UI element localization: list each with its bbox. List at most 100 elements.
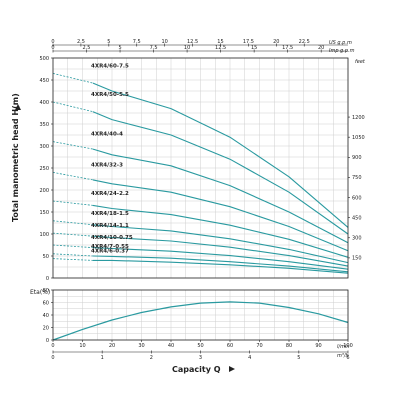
lmin-tick-label: 50	[197, 343, 203, 349]
efficiency-plot-frame	[52, 289, 349, 341]
head-y-tick-label: 500	[39, 56, 49, 62]
shutoff-dashed-line	[52, 232, 94, 237]
m3h-tick-label: 1	[101, 355, 104, 361]
curve-label: 4XR4/60-7.5	[91, 63, 129, 69]
imp-gpm-tick-label: 20	[318, 45, 324, 51]
imp-gpm-tick-label: 15	[251, 45, 257, 51]
lmin-tick-label: 100	[343, 343, 353, 349]
shutoff-dashed-line	[52, 200, 94, 206]
curve-label: 4XR4/6-0.37	[91, 249, 129, 255]
head-y-tick-label: 50	[43, 254, 49, 260]
curve-layer	[52, 73, 349, 341]
eta-axis-title: Eta(%)	[30, 289, 50, 296]
curve-label: 4XR4/40-4	[91, 132, 123, 138]
imp-gpm-unit: Imp g.p.m	[329, 48, 355, 54]
curve-label: 4XR4/18-1.5	[91, 211, 129, 217]
eff-y-tick-label: 20	[43, 325, 49, 331]
imp-gpm-tick-label: 7.5	[150, 45, 158, 51]
shutoff-dashed-line	[52, 73, 94, 84]
curve-label: 4XR4/14-1.1	[91, 223, 129, 229]
m3h-tick-label: 2	[150, 355, 153, 361]
head-y-tick-label: 450	[39, 78, 49, 84]
us-gpm-tick-label: 0	[51, 39, 54, 45]
feet-tick-label: 1050	[352, 135, 365, 141]
feet-tick-label: 900	[352, 155, 362, 161]
m3h-tick-label: 6	[346, 355, 349, 361]
lmin-tick-label: 30	[138, 343, 144, 349]
lmin-tick-label: 10	[79, 343, 85, 349]
curve-label: 4XR4/24-2.2	[91, 191, 129, 197]
eff-y-tick-label: 0	[46, 338, 49, 344]
head-axis-arrow	[15, 104, 21, 110]
m3h-tick-label: 0	[51, 355, 54, 361]
m3h-tick-label: 3	[199, 355, 202, 361]
us-gpm-tick-label: 22.5	[299, 39, 310, 45]
lmin-tick-label: 0	[51, 343, 54, 349]
head-y-tick-label: 150	[39, 210, 49, 216]
feet-tick-label: 450	[352, 215, 362, 221]
capacity-axis-arrow	[229, 366, 235, 372]
shutoff-dashed-line	[52, 141, 94, 150]
feet-unit: feet	[355, 59, 366, 65]
head-curve	[92, 235, 349, 267]
head-plot-frame	[52, 57, 349, 279]
shutoff-dashed-line	[52, 244, 94, 249]
efficiency-curve	[52, 301, 349, 341]
lmin-tick-label: 80	[286, 343, 292, 349]
eff-y-tick-label: 40	[43, 313, 49, 319]
head-y-tick-label: 400	[39, 100, 49, 106]
shutoff-dashed-line	[52, 253, 94, 257]
us-gpm-unit: US g.p.m	[329, 40, 352, 46]
lmin-unit: l/min	[337, 344, 350, 350]
imp-gpm-tick-label: 5	[118, 45, 121, 51]
head-curve	[93, 259, 349, 274]
us-gpm-tick-label: 15	[217, 39, 223, 45]
feet-tick-label: 1200	[352, 115, 365, 121]
m3h-unit: m³/h	[337, 353, 349, 359]
head-curve	[92, 82, 349, 228]
curve-label: 4XR4/7-0.55	[91, 244, 129, 250]
head-y-tick-label: 200	[39, 188, 49, 194]
lmin-tick-label: 60	[227, 343, 233, 349]
imp-gpm-tick-label: 12.5	[215, 45, 226, 51]
head-y-tick-label: 0	[46, 276, 49, 282]
feet-tick-label: 300	[352, 236, 362, 242]
shutoff-dashed-line	[52, 101, 94, 113]
eff-y-tick-label: 60	[43, 300, 49, 306]
shutoff-dashed-line	[52, 220, 94, 226]
us-gpm-tick-label: 20	[273, 39, 279, 45]
imp-gpm-tick-label: 10	[184, 45, 190, 51]
grid-layer	[52, 57, 349, 341]
us-gpm-tick-label: 17.5	[243, 39, 254, 45]
shutoff-dashed-line	[52, 258, 94, 261]
feet-tick-label: 750	[352, 175, 362, 181]
eff-y-tick-label: 80	[43, 288, 49, 294]
head-curve	[92, 224, 349, 264]
lmin-tick-label: 40	[168, 343, 174, 349]
capacity-axis-title: Capacity Q	[172, 365, 221, 374]
head-curve	[92, 255, 349, 273]
head-curve	[92, 179, 349, 252]
lmin-tick-label: 20	[109, 343, 115, 349]
head-curve	[92, 111, 349, 235]
curve-label: 4XR4/10-0.75	[91, 235, 133, 241]
feet-tick-label: 600	[352, 195, 362, 201]
us-gpm-tick-label: 2.5	[77, 39, 85, 45]
imp-gpm-tick-label: 0	[51, 45, 54, 51]
feet-tick-label: 150	[352, 256, 362, 262]
head-curve	[92, 148, 349, 244]
m3h-tick-label: 4	[248, 355, 251, 361]
label-layer: 0501001502002503003504004505001503004506…	[39, 39, 364, 361]
imp-gpm-tick-label: 2.5	[83, 45, 91, 51]
head-curve	[92, 247, 349, 270]
head-y-tick-label: 100	[39, 232, 49, 238]
head-curve	[92, 204, 349, 258]
m3h-tick-label: 5	[297, 355, 300, 361]
head-axis-title: Total manometric head H(m)	[11, 93, 20, 222]
curve-label: 4XR4/50-5.5	[91, 92, 129, 98]
imp-gpm-tick-label: 17.5	[282, 45, 293, 51]
head-y-tick-label: 350	[39, 122, 49, 128]
us-gpm-tick-label: 5	[107, 39, 110, 45]
us-gpm-tick-label: 12.5	[187, 39, 198, 45]
